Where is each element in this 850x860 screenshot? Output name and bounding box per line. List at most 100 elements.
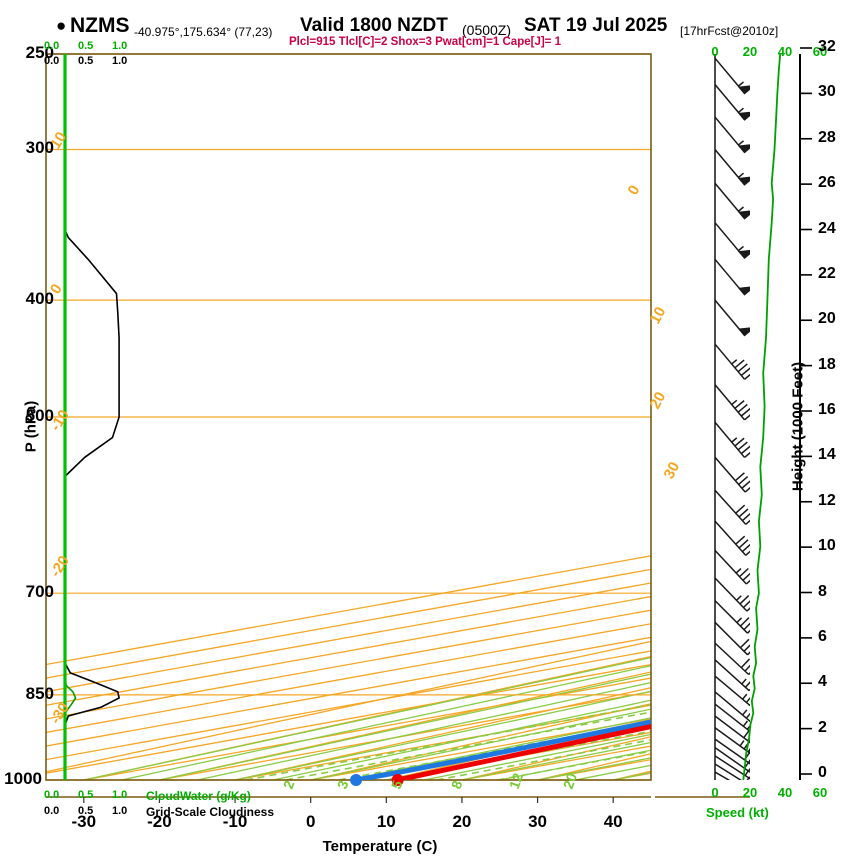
pressure-label-500: 500: [25, 406, 54, 425]
wind-barb: [714, 659, 750, 692]
mixing-ratio-3: [285, 711, 651, 780]
height-label-28: 28: [818, 128, 836, 146]
height-label-8: 8: [818, 582, 827, 600]
header-title-row: ● NZMS -40.975°,175.634° (77,23) Valid 1…: [0, 13, 850, 39]
skewt-gridlines: [46, 555, 651, 780]
wind-barb: [714, 222, 750, 259]
speed-axis-title: Speed (kt): [706, 805, 769, 820]
cloudwater-tick-2: 1.0: [112, 789, 128, 801]
height-label-4: 4: [818, 673, 827, 691]
valid-time-zulu: (0500Z): [462, 22, 512, 38]
height-label-20: 20: [818, 310, 836, 328]
moist-adiabat--10: [234, 690, 651, 780]
isotherm--60: [46, 636, 651, 747]
height-label-18: 18: [818, 355, 836, 373]
height-axis-ticks: [800, 47, 812, 775]
temperature-label-10: 10: [376, 812, 396, 831]
wind-barb: [714, 621, 750, 656]
wind-barb: [714, 84, 750, 121]
wind-barb: [714, 600, 750, 634]
height-label-30: 30: [818, 83, 836, 101]
height-label-12: 12: [818, 491, 836, 509]
wind-barb: [714, 520, 750, 556]
cloudiness-tick-2-top: 1.0: [112, 55, 128, 67]
moist-adiabat-0: [310, 708, 651, 780]
height-axis-title: Height (1000 Feet): [789, 361, 807, 492]
temperature-axis-ticks: [83, 797, 614, 803]
cloudwater-axis-title: CloudWater (g/Kg): [146, 789, 251, 803]
speed-label-40: 40: [777, 785, 793, 800]
wind-barb-panel: [655, 54, 750, 780]
pressure-label-1000: 1000: [4, 769, 42, 788]
speed-label-20: 20: [742, 785, 758, 800]
plot-frame: [45, 53, 652, 781]
cloudiness-tick-2: 1.0: [112, 805, 128, 817]
temperature-label-40: 40: [603, 812, 623, 831]
isotherm--50: [46, 650, 651, 761]
height-label-0: 0: [818, 764, 827, 781]
wind-barbs-group: [714, 57, 750, 780]
dry-adiabat-label-0: 0: [625, 183, 644, 198]
temperature-label--20: -20: [147, 812, 172, 831]
cloudwater-tick-2-top: 1.0: [112, 40, 128, 52]
pressure-label-700: 700: [25, 582, 54, 602]
wind-barb: [714, 116, 750, 154]
wind-barb: [714, 675, 750, 707]
height-label-16: 16: [818, 401, 836, 418]
station-bullet-icon: ●: [56, 16, 67, 35]
wind-barb: [714, 384, 750, 421]
dry-adiabat-label-30: 30: [661, 459, 684, 482]
isotherm--110: [46, 568, 651, 679]
isotherm--70: [46, 623, 651, 734]
wind-barb: [714, 421, 750, 459]
cloudiness-tick-0-top: 0.0: [44, 55, 60, 67]
cloudiness-tick-1-top: 0.5: [78, 55, 94, 67]
isotherm-label--20: -20: [47, 553, 73, 580]
pressure-label-850: 850: [25, 683, 54, 703]
surface-dewpoint-marker: [350, 774, 363, 786]
speed-label-top-0: 0: [711, 44, 719, 59]
mixing-ratio-label-12: 12: [506, 771, 526, 791]
moist-adiabat--25: [121, 664, 651, 780]
moist-adiabat--15: [197, 681, 651, 780]
wind-barb: [714, 148, 750, 186]
wind-barb: [714, 771, 731, 780]
temperature-label-30: 30: [528, 812, 547, 831]
isotherm--80: [46, 609, 651, 720]
dry-adiabat--40: [46, 640, 651, 773]
pressure-label-300: 300: [25, 138, 54, 158]
cloudwater-tick-0: 0.0: [44, 789, 60, 801]
temperature-axis-title: Temperature (C): [322, 838, 438, 855]
wind-barb: [714, 703, 750, 733]
wind-barb: [714, 299, 750, 337]
dry-adiabat--30: [83, 655, 651, 780]
wind-barb: [714, 258, 750, 296]
dry-adiabat-label-10: 10: [647, 304, 670, 327]
dry-adiabat--20: [159, 671, 651, 780]
speed-label-0: 0: [711, 785, 719, 800]
height-label-14: 14: [818, 446, 836, 464]
height-label-26: 26: [818, 174, 836, 192]
parameter-summary: Plcl=915 Tlcl[C]=2 Shox=3 Pwat[cm]=1 Cap…: [289, 36, 561, 48]
cloudiness-profile: [64, 54, 121, 780]
temperature-label--10: -10: [222, 812, 248, 831]
cloudiness-tick-0: 0.0: [44, 805, 60, 817]
wind-barb: [714, 549, 750, 585]
dry-adiabat--10: [234, 687, 651, 780]
wind-barb: [714, 642, 750, 676]
height-label-22: 22: [818, 264, 836, 282]
height-label-32: 32: [818, 38, 836, 55]
pressure-axis-title: P (hPa): [22, 400, 40, 453]
wind-speed-profile: [742, 54, 782, 780]
speed-label-top-40: 40: [777, 44, 793, 59]
cloudwater-tick-0-top: 0.0: [44, 40, 60, 52]
pressure-label-400: 400: [25, 289, 54, 309]
wind-barb: [714, 57, 750, 95]
height-label-2: 2: [818, 718, 827, 736]
temperature-label-0: 0: [305, 812, 316, 831]
moist-adiabat--30: [83, 656, 651, 780]
pressure-label-250: 250: [25, 43, 54, 62]
wind-barb: [714, 456, 750, 493]
